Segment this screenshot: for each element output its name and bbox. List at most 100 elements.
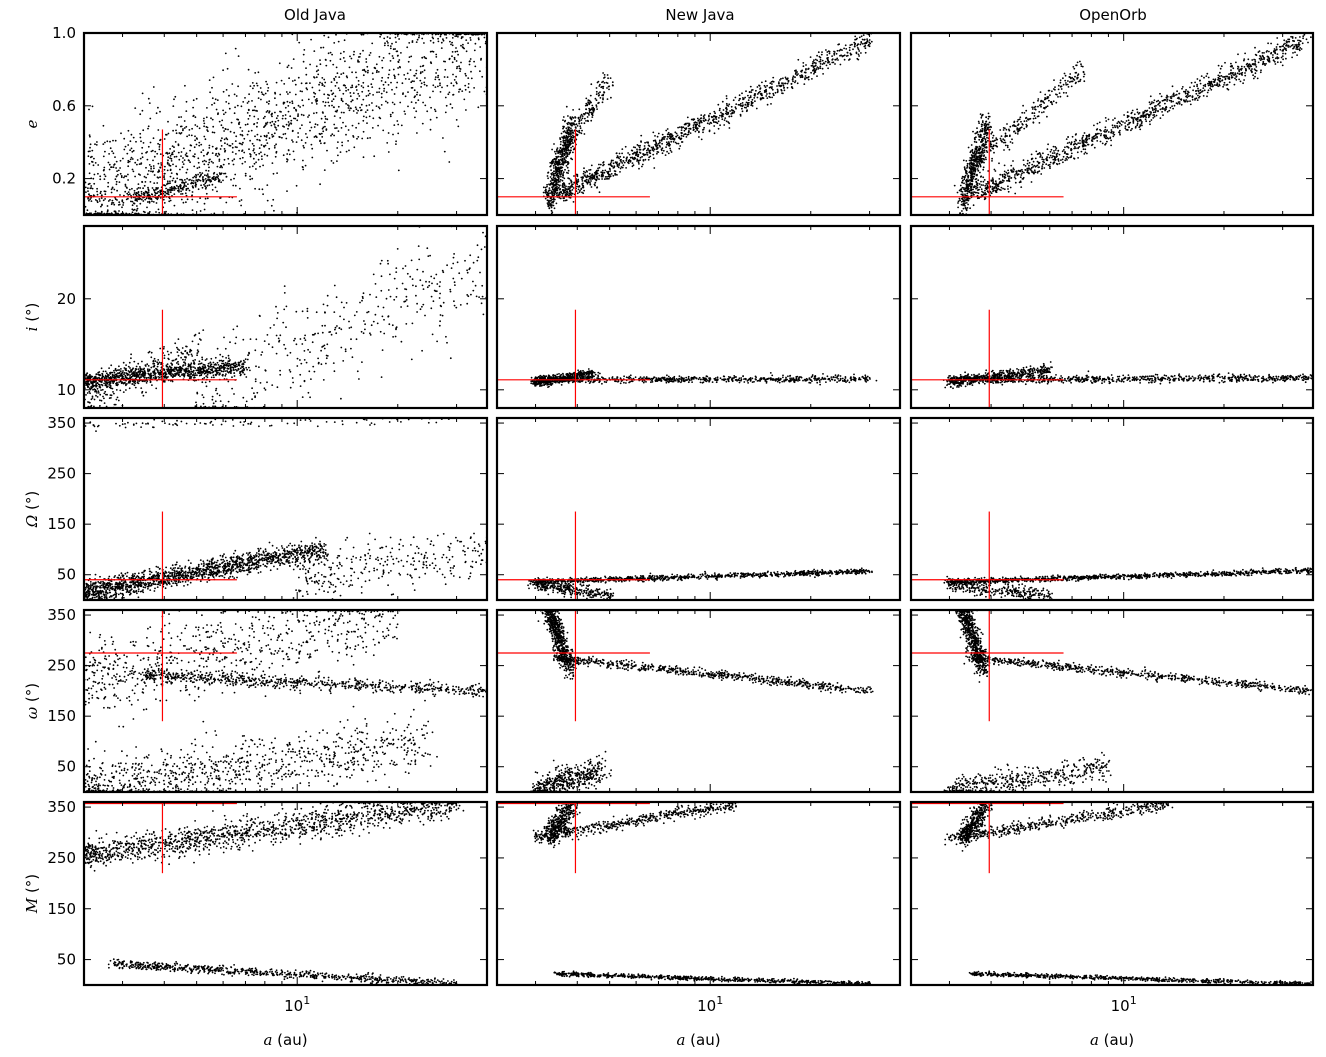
data-point (833, 52, 836, 55)
data-point (140, 190, 143, 193)
data-point (93, 173, 96, 176)
data-point (1148, 101, 1151, 104)
data-point (860, 52, 862, 54)
data-point (1254, 62, 1256, 65)
data-point (1252, 77, 1255, 80)
data-point (562, 125, 564, 128)
data-point (416, 91, 419, 94)
data-point (244, 97, 246, 99)
data-point (166, 183, 168, 186)
data-point (557, 151, 560, 154)
data-point (565, 199, 568, 202)
data-point (833, 51, 836, 53)
data-point (199, 171, 201, 174)
data-point (1174, 94, 1176, 96)
data-point (571, 189, 574, 191)
data-point (304, 164, 307, 167)
data-point (578, 131, 581, 134)
data-point (582, 182, 584, 185)
data-point (542, 186, 545, 189)
data-point (1014, 174, 1016, 176)
data-point (170, 157, 173, 160)
data-point (764, 86, 767, 88)
data-point (994, 183, 997, 186)
data-point (266, 121, 269, 124)
data-point (182, 163, 185, 166)
data-point (657, 132, 660, 135)
data-point (1257, 51, 1260, 53)
data-point (145, 166, 147, 169)
data-point (547, 192, 550, 195)
data-point (78, 165, 80, 167)
data-point (569, 135, 572, 137)
data-point (1152, 111, 1155, 114)
data-point (186, 168, 189, 171)
data-point (192, 106, 195, 109)
data-point (692, 126, 695, 129)
data-point (1197, 87, 1199, 90)
data-point (397, 169, 400, 172)
data-point (670, 140, 673, 143)
data-point (600, 86, 603, 89)
data-point (216, 190, 218, 193)
data-point (595, 87, 598, 89)
data-point (362, 74, 365, 77)
data-point (593, 171, 596, 174)
data-point (791, 87, 794, 90)
data-point (366, 137, 369, 140)
data-point (140, 192, 143, 195)
data-point (990, 180, 993, 182)
data-point (1186, 92, 1189, 95)
data-point (585, 97, 588, 100)
data-point (263, 125, 266, 128)
data-point (454, 50, 457, 53)
data-point (776, 85, 778, 87)
data-point (675, 132, 678, 135)
data-point (552, 161, 555, 163)
data-point (380, 92, 383, 95)
data-point (567, 177, 569, 180)
data-point (1114, 126, 1117, 129)
data-point (247, 100, 250, 103)
data-point (703, 117, 706, 119)
data-point (567, 131, 570, 134)
data-point (217, 177, 220, 180)
data-point (1157, 99, 1160, 102)
data-point (1093, 124, 1095, 127)
data-point (565, 105, 568, 108)
data-point (141, 156, 144, 159)
data-point (554, 152, 557, 155)
data-point (647, 158, 650, 161)
data-point (1026, 159, 1029, 162)
data-point (561, 157, 564, 160)
data-point (247, 68, 250, 71)
data-point (147, 125, 150, 128)
data-point (596, 186, 599, 189)
data-point (147, 170, 150, 172)
data-point (698, 122, 701, 125)
data-point (588, 107, 590, 110)
data-point (150, 165, 153, 168)
data-point (976, 182, 979, 185)
data-point (474, 42, 477, 45)
data-point (1146, 109, 1149, 112)
data-point (467, 77, 470, 79)
data-point (656, 135, 659, 138)
data-point (1151, 106, 1154, 109)
data-point (265, 136, 268, 138)
data-point (707, 119, 710, 122)
data-point (322, 130, 325, 133)
data-point (313, 91, 315, 94)
data-point (1284, 47, 1287, 50)
data-point (682, 135, 685, 138)
data-point (212, 125, 215, 128)
data-point (563, 141, 565, 144)
data-point (371, 42, 374, 45)
data-point (852, 48, 854, 51)
data-point (656, 152, 658, 155)
data-point (235, 95, 238, 97)
data-point (180, 193, 182, 195)
data-point (435, 56, 438, 58)
data-point (754, 94, 756, 97)
data-point (268, 137, 271, 140)
